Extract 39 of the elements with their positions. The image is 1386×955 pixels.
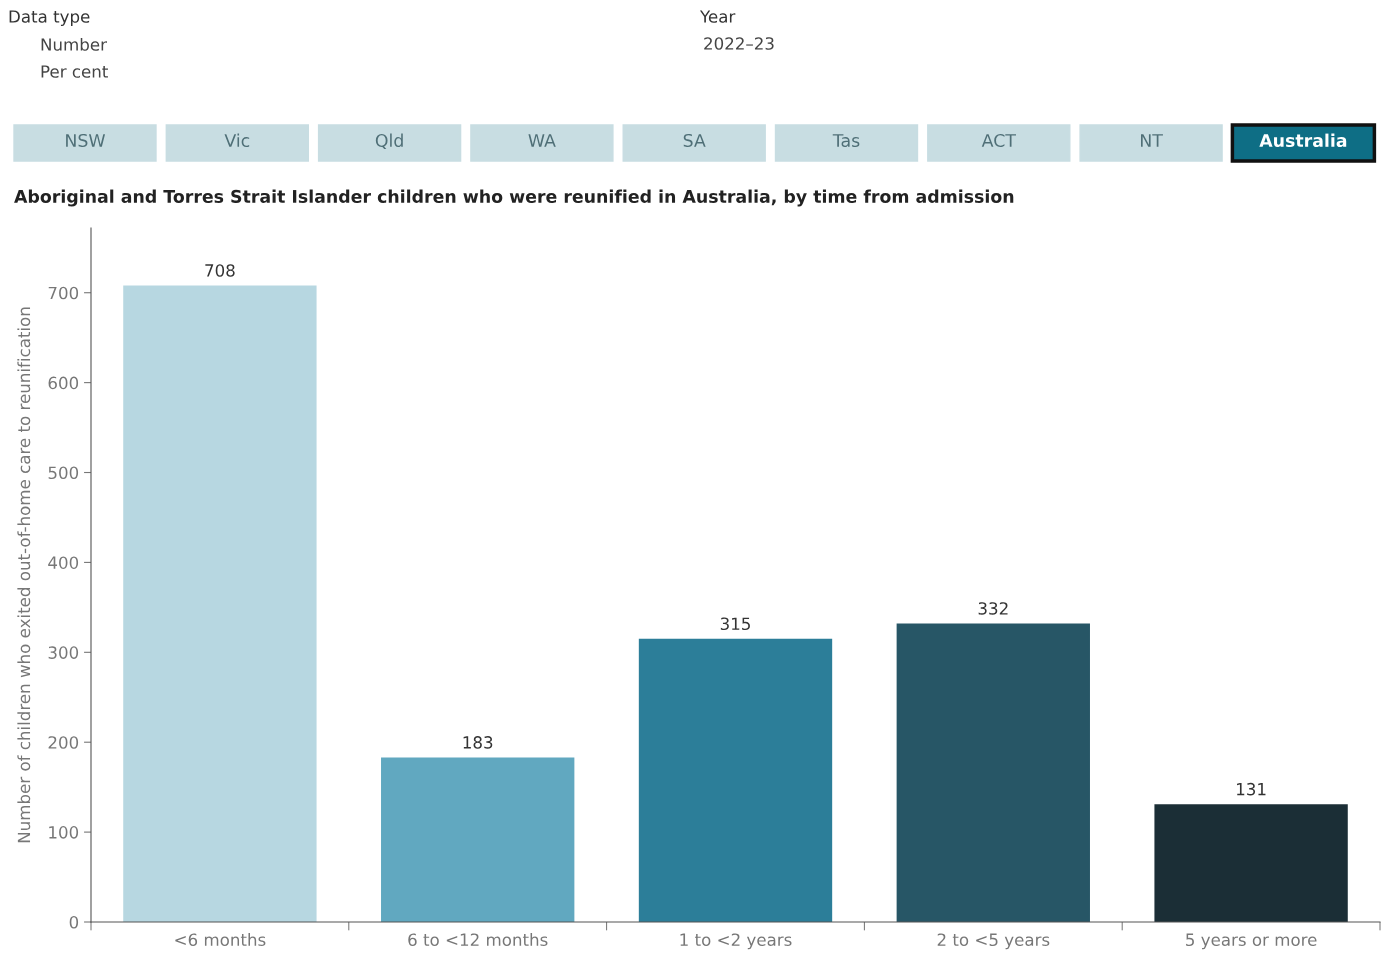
text: Year [699,10,736,23]
y-tick-label: 0 [69,915,79,929]
text: 2022–23 [704,37,774,50]
y-tick-label: 400 [48,556,79,569]
text: NSW [66,133,106,148]
y-tick-label: 500 [48,466,79,480]
text: NT [1141,134,1163,147]
y-tick-label: 300 [48,646,79,659]
bar [123,285,317,922]
y-tick-label: 700 [48,286,79,300]
bar [381,757,575,922]
x-tick-label: 2 to <5 years [937,933,1050,950]
text: WA [528,134,556,147]
y-tick-label: 600 [48,376,79,390]
x-tick-label: 1 to <2 years [680,933,792,950]
chart-title: Aboriginal and Torres Strait Islander children who were reunified in Australia, by time from admission [14,189,1014,207]
text: Data type [9,10,90,27]
text: Tas [832,134,860,148]
text: Number [41,37,107,51]
text: Vic [224,133,250,148]
text: SA [683,133,706,148]
data-label: 131 [1237,782,1266,796]
text: Australia [1259,133,1347,148]
data-label: 183 [463,736,493,749]
y-tick-label: 200 [48,736,79,749]
y-tick-label: 100 [49,826,79,839]
bar [896,623,1090,922]
bar [638,638,833,922]
text: ACT [981,133,1016,148]
data-label: 315 [720,617,750,631]
text: Per cent [41,65,108,78]
x-tick-label: 6 to <12 months [408,933,548,947]
bar [1154,804,1348,922]
y-axis-title: Number of children who exited out-of-home care to reunification [17,307,31,843]
text: Qld [375,133,403,150]
data-label: 332 [978,602,1008,615]
x-tick-label: <6 months [175,933,266,947]
data-label: 708 [205,264,235,277]
x-tick-label: 5 years or more [1186,933,1317,950]
